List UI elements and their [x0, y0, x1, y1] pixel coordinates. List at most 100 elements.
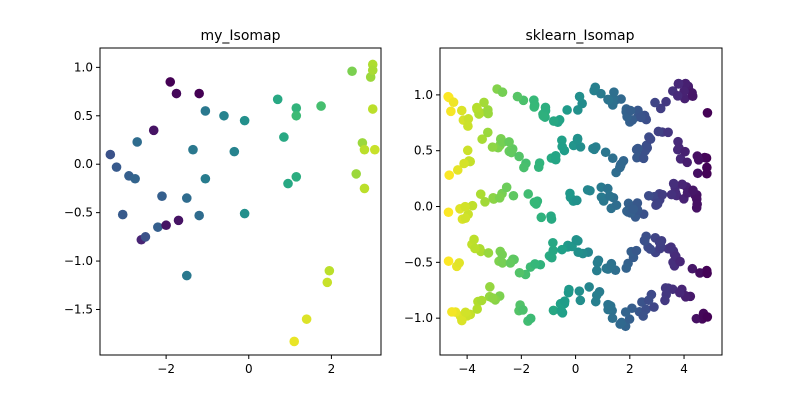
scatter-point	[469, 234, 479, 245]
scatter-point	[591, 142, 601, 152]
scatter-point	[447, 307, 457, 317]
scatter-point	[668, 178, 679, 189]
x-axis: −4 −2 0 2 4	[458, 355, 688, 376]
scatter-point	[173, 215, 184, 226]
scatter-point	[604, 300, 614, 310]
scatter-point	[633, 143, 643, 154]
scatter-point	[514, 151, 524, 162]
scatter-point	[533, 162, 544, 172]
x-tick-label: 2	[328, 362, 336, 376]
subplot-my-isomap: my_Isomap −2 0 2 −1.5 −1.0 −0.5 0.0 0.5 1.0	[64, 28, 382, 376]
scatter-point	[661, 96, 671, 107]
scatter-point	[475, 189, 486, 199]
scatter-point	[529, 197, 540, 208]
scatter-point	[462, 145, 473, 156]
scatter-point	[518, 305, 528, 315]
scatter-point	[443, 256, 454, 266]
scatter-point	[536, 212, 547, 223]
scatter-point	[460, 213, 471, 224]
scatter-point	[653, 126, 664, 137]
y-tick-label: 1.0	[414, 88, 433, 102]
scatter-point	[200, 173, 211, 184]
scatter-point	[501, 182, 512, 193]
scatter-point	[291, 172, 302, 182]
scatter-point	[548, 237, 558, 248]
scatter-point	[687, 91, 698, 101]
scatter-point	[476, 295, 487, 306]
x-tick-label: −2	[512, 362, 530, 376]
scatter-point	[607, 313, 618, 324]
scatter-point	[692, 151, 703, 161]
scatter-point	[506, 147, 517, 158]
scatter-point	[625, 105, 636, 116]
scatter-point	[283, 178, 293, 189]
scatter-point	[446, 106, 456, 117]
scatter-point	[504, 137, 514, 147]
scatter-point	[165, 77, 176, 87]
scatter-point	[370, 144, 380, 155]
scatter-point	[600, 147, 611, 158]
scatter-point	[523, 189, 534, 199]
scatter-point	[467, 200, 478, 211]
scatter-point	[649, 302, 659, 312]
scatter-points	[105, 59, 380, 347]
scatter-point	[603, 183, 613, 194]
x-tick-label: 0	[572, 362, 580, 376]
scatter-point	[463, 121, 473, 131]
scatter-point	[596, 88, 606, 99]
y-tick-label: −1.0	[64, 254, 93, 268]
scatter-point	[638, 311, 648, 321]
scatter-point	[573, 247, 584, 258]
scatter-point	[487, 142, 498, 152]
scatter-points	[443, 78, 713, 332]
chart-title: my_Isomap	[200, 28, 280, 44]
scatter-point	[591, 290, 602, 301]
scatter-point	[624, 314, 635, 324]
y-axis: −1.0 −0.5 0.0 0.5 1.0	[404, 88, 440, 325]
scatter-point	[153, 222, 163, 232]
scatter-point	[457, 315, 467, 326]
scatter-point	[519, 162, 529, 173]
scatter-point	[291, 103, 302, 113]
scatter-point	[546, 214, 557, 224]
scatter-point	[530, 259, 540, 269]
scatter-point	[702, 312, 713, 322]
scatter-point	[675, 256, 685, 267]
scatter-point	[616, 94, 626, 104]
scatter-point	[666, 189, 677, 200]
y-tick-label: 0.5	[74, 109, 93, 123]
scatter-point	[672, 91, 683, 101]
scatter-point	[485, 282, 495, 292]
scatter-point	[130, 173, 140, 184]
scatter-point	[514, 267, 525, 278]
scatter-point	[604, 191, 615, 201]
scatter-point	[603, 95, 614, 105]
scatter-point	[645, 134, 656, 144]
x-axis: −2 0 2	[157, 355, 335, 376]
scatter-point	[291, 110, 302, 121]
scatter-point	[111, 162, 122, 172]
y-tick-label: −1.0	[404, 311, 433, 325]
scatter-point	[692, 199, 702, 210]
scatter-point	[472, 304, 482, 314]
scatter-point	[557, 141, 567, 152]
scatter-point	[584, 282, 594, 292]
scatter-point	[677, 179, 687, 190]
scatter-point	[322, 277, 333, 288]
y-tick-label: 0.0	[74, 157, 93, 171]
scatter-point	[688, 185, 698, 196]
scatter-point	[673, 78, 684, 89]
scatter-point	[565, 188, 575, 199]
scatter-point	[229, 146, 240, 157]
scatter-point	[454, 258, 465, 268]
scatter-point	[132, 137, 142, 147]
scatter-point	[638, 153, 649, 164]
scatter-point	[702, 268, 712, 279]
scatter-point	[460, 201, 470, 212]
scatter-point	[448, 97, 459, 108]
scatter-point	[590, 82, 601, 93]
scatter-point	[239, 115, 250, 126]
scatter-point	[550, 154, 561, 165]
scatter-point	[620, 307, 631, 317]
